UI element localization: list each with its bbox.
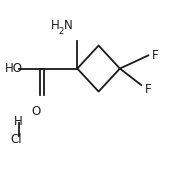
Text: F: F (152, 49, 158, 62)
Text: O: O (32, 105, 41, 118)
Text: H: H (13, 115, 22, 128)
Text: HO: HO (5, 62, 23, 75)
Text: 2: 2 (59, 28, 64, 37)
Text: Cl: Cl (10, 133, 21, 146)
Text: F: F (145, 83, 151, 96)
Text: N: N (64, 19, 72, 32)
Text: H: H (51, 19, 59, 32)
